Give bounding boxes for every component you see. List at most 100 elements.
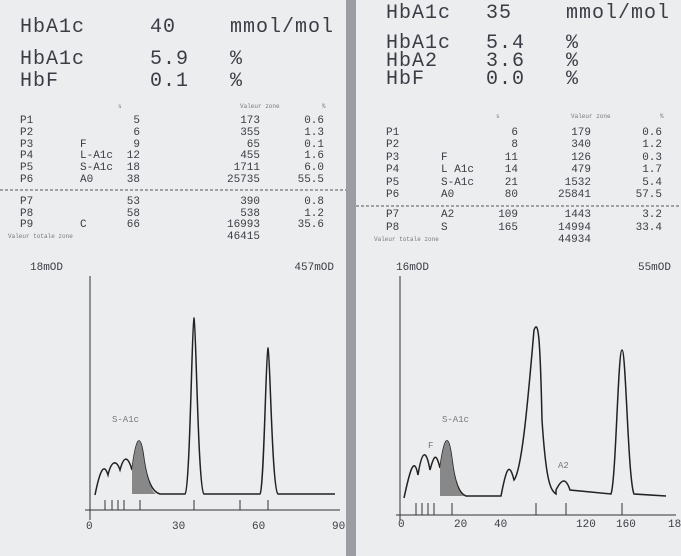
retention: 109 bbox=[498, 209, 518, 222]
result-value: 0.0 bbox=[486, 68, 526, 91]
result-value: 35 bbox=[486, 2, 513, 25]
peak-name: P1 bbox=[386, 127, 400, 139]
column-header: % bbox=[660, 113, 664, 120]
peak-label: C bbox=[80, 219, 87, 232]
x-tick-label: 180 bbox=[668, 519, 681, 531]
peak-name: P5 bbox=[386, 176, 400, 189]
peak-name: P3 bbox=[20, 138, 34, 151]
result-label: HbF bbox=[20, 70, 60, 93]
peak-label: S-A1c bbox=[80, 162, 114, 175]
peak-annotation: S-A1c bbox=[442, 415, 470, 425]
trace bbox=[94, 316, 335, 496]
area: 1711 bbox=[233, 162, 260, 175]
peak-name: P8 bbox=[386, 221, 400, 234]
peak-name: P7 bbox=[20, 195, 34, 208]
total-value: 44934 bbox=[557, 234, 591, 247]
retention: 14 bbox=[504, 164, 518, 177]
result-value: 40 bbox=[150, 16, 177, 39]
retention: 8 bbox=[511, 139, 518, 152]
area: 479 bbox=[571, 164, 591, 177]
peak-name: P1 bbox=[20, 115, 34, 127]
retention: 9 bbox=[133, 138, 140, 151]
x-tick-label: 40 bbox=[494, 519, 508, 531]
scale-max: 457mOD bbox=[294, 262, 334, 274]
peak-label: S bbox=[441, 221, 448, 234]
result-unit: % bbox=[566, 32, 580, 55]
column-header: s bbox=[118, 103, 122, 110]
peak-label: F bbox=[441, 151, 448, 164]
percent: 0.6 bbox=[642, 127, 662, 139]
total-value: 46415 bbox=[226, 231, 260, 244]
area: 355 bbox=[240, 126, 260, 139]
retention: 6 bbox=[133, 126, 140, 139]
peak-name: P2 bbox=[386, 139, 400, 152]
chromatogram bbox=[356, 205, 681, 520]
percent: 57.5 bbox=[635, 189, 662, 201]
percent: 1.7 bbox=[642, 164, 662, 177]
peak-label: S-A1c bbox=[441, 176, 475, 189]
peak-label: A2 bbox=[441, 209, 455, 222]
peak-annotation: A2 bbox=[558, 461, 569, 471]
peak-name: P8 bbox=[20, 207, 34, 220]
percent: 1.6 bbox=[304, 150, 324, 163]
retention: 38 bbox=[126, 174, 140, 186]
result-label: HbA1c bbox=[20, 16, 86, 39]
tick-marks bbox=[104, 500, 269, 510]
percent: 33.4 bbox=[635, 221, 662, 234]
x-tick-label: 0 bbox=[86, 521, 93, 533]
percent: 0.3 bbox=[642, 151, 662, 164]
scale-max: 55mOD bbox=[637, 262, 671, 274]
percent: 35.6 bbox=[297, 219, 324, 232]
result-unit: mmol/mol bbox=[566, 2, 671, 25]
peak-name: P6 bbox=[386, 189, 400, 201]
column-header: Valeur zone bbox=[571, 113, 611, 120]
scale-min: 16mOD bbox=[396, 262, 430, 274]
retention: 6 bbox=[511, 127, 518, 139]
percent: 1.3 bbox=[304, 126, 324, 139]
column-header: % bbox=[322, 103, 326, 110]
retention: 21 bbox=[504, 176, 518, 189]
area: 1443 bbox=[564, 209, 591, 222]
percent: 55.5 bbox=[297, 174, 324, 186]
retention: 5 bbox=[133, 115, 140, 127]
result-label: HbA1c bbox=[386, 32, 452, 55]
shading bbox=[132, 441, 156, 494]
peak-label: L-A1c bbox=[80, 150, 114, 163]
peak-label: A0 bbox=[80, 174, 94, 186]
scale-min: 18mOD bbox=[30, 262, 64, 274]
percent: 3.2 bbox=[642, 209, 662, 222]
area: 340 bbox=[571, 139, 591, 152]
result-label: HbA2 bbox=[386, 50, 439, 73]
percent: 0.1 bbox=[304, 138, 324, 151]
column-header: Valeur zone bbox=[240, 103, 280, 110]
result-value: 0.1 bbox=[150, 70, 190, 93]
peak-name: P2 bbox=[20, 126, 34, 139]
result-value: 3.6 bbox=[486, 50, 526, 73]
peak-name: P9 bbox=[20, 219, 34, 232]
result-label: HbA1c bbox=[386, 2, 452, 25]
result-unit: mmol/mol bbox=[230, 16, 335, 39]
area: 65 bbox=[246, 138, 260, 151]
area: 126 bbox=[571, 151, 591, 164]
chromatogram bbox=[0, 189, 346, 520]
trace bbox=[403, 326, 667, 499]
area: 455 bbox=[240, 150, 260, 163]
x-tick-label: 0 bbox=[398, 519, 405, 531]
retention: 80 bbox=[504, 189, 518, 201]
printout: HbA1c 35 mmol/mol HbA1c 5.4% HbA2 3.6% HbF 0.0% s… bbox=[356, 0, 681, 556]
retention: 66 bbox=[126, 219, 140, 232]
result-unit: % bbox=[566, 68, 580, 91]
result-unit: % bbox=[230, 70, 244, 93]
x-tick-label: 60 bbox=[252, 521, 266, 533]
peak-annotation: F bbox=[428, 441, 434, 451]
area: 1532 bbox=[564, 176, 591, 189]
peak-label: L A1c bbox=[441, 164, 475, 177]
peak-name: P3 bbox=[386, 151, 400, 164]
percent: 5.4 bbox=[642, 176, 662, 189]
area: 390 bbox=[240, 195, 260, 208]
x-tick-label: 20 bbox=[454, 519, 468, 531]
retention: 18 bbox=[126, 162, 140, 175]
total-label: Valeur totale zone bbox=[8, 233, 73, 241]
area: 538 bbox=[240, 207, 260, 220]
peak-label: F bbox=[80, 138, 87, 151]
